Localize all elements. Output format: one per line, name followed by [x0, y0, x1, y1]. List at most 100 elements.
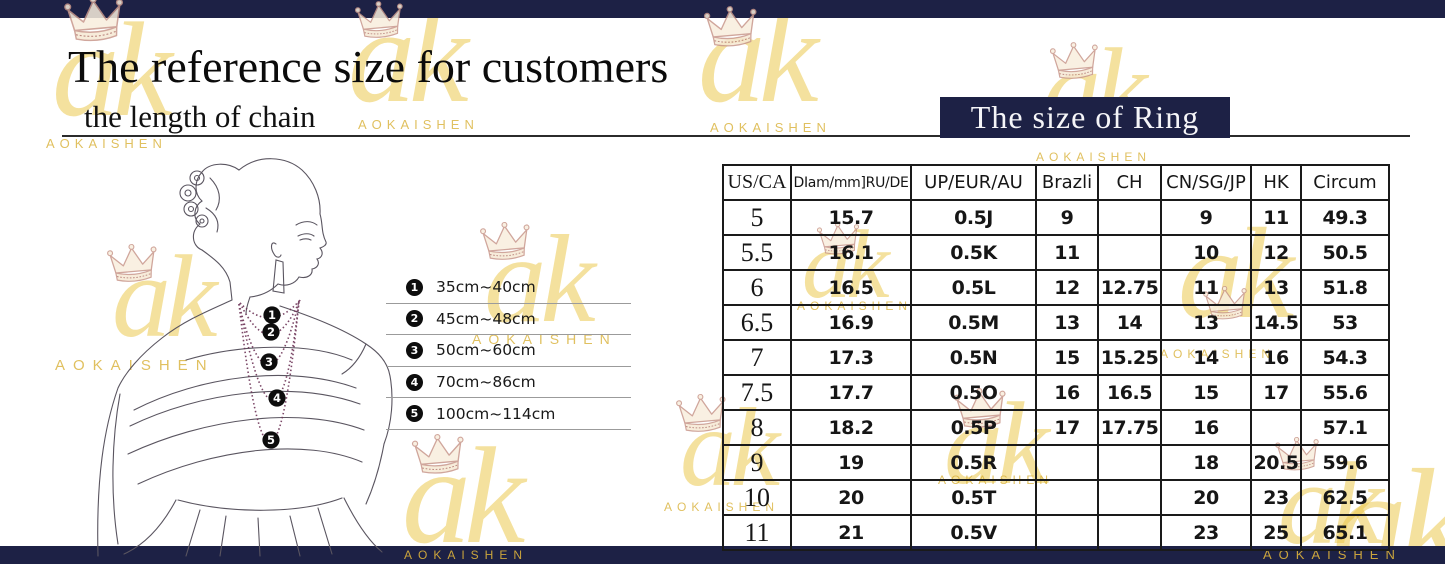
- numbered-circle-badge: 4: [406, 373, 423, 391]
- ring-table-cell: 11: [1160, 269, 1252, 306]
- ring-table-header-cell: CN/SG/JP: [1160, 164, 1252, 201]
- ring-section-title: The size of Ring: [970, 99, 1200, 135]
- crown-icon: [105, 242, 160, 288]
- ring-table-cell: 7: [722, 339, 792, 376]
- ring-table-cell: 59.6: [1300, 444, 1390, 481]
- ring-table-cell: 0.5V: [910, 514, 1037, 551]
- crown-icon: [674, 392, 729, 438]
- svg-text:3: 3: [265, 355, 273, 369]
- svg-text:4: 4: [273, 391, 281, 405]
- ring-table-row: 6 16.5 0.5L 12 12.75 11 13 51.8: [722, 269, 1390, 306]
- chain-length-item: 5 100cm~114cm: [386, 398, 631, 430]
- ring-table-cell: 16: [1160, 409, 1252, 446]
- chain-length-item: 4 70cm~86cm: [386, 367, 631, 399]
- ring-table-header-cell: DIam/mm]RU/DE: [790, 164, 912, 201]
- chain-length-label: 100cm~114cm: [436, 404, 556, 423]
- ring-table-cell: 20.5: [1250, 444, 1302, 481]
- ring-table-cell: 12: [1250, 234, 1302, 271]
- ring-table-cell: 11: [722, 514, 792, 551]
- numbered-circle-badge: 2: [406, 310, 423, 328]
- ring-table-cell: [1097, 234, 1162, 271]
- ring-table-cell: 5: [722, 199, 792, 236]
- bottom-navy-bar: [0, 546, 1445, 564]
- ring-table-row: 6.5 16.9 0.5M 13 14 13 14.5 53: [722, 304, 1390, 341]
- woman-sketch: [97, 158, 393, 557]
- page-subtitle: the length of chain: [84, 99, 316, 134]
- ring-table-cell: 23: [1250, 479, 1302, 516]
- chain-length-item: 3 50cm~60cm: [386, 335, 631, 367]
- ring-table-cell: 10: [722, 479, 792, 516]
- ring-table-cell: [1097, 479, 1162, 516]
- ring-table-cell: 18.2: [790, 409, 912, 446]
- crown-icon: [1048, 40, 1101, 85]
- ring-table-cell: 8: [722, 409, 792, 446]
- ring-table-cell: 14.5: [1250, 304, 1302, 341]
- brand-watermark: AOKAISHEN: [710, 120, 831, 135]
- numbered-circle-badge: 1: [406, 278, 423, 296]
- ring-table-cell: 15: [1160, 374, 1252, 411]
- ring-table-cell: 0.5P: [910, 409, 1037, 446]
- ring-table-cell: 0.5T: [910, 479, 1037, 516]
- ring-table-cell: 23: [1160, 514, 1252, 551]
- ring-table-cell: 0.5O: [910, 374, 1037, 411]
- ring-table-cell: 19: [790, 444, 912, 481]
- ring-table-header-cell: Brazli: [1035, 164, 1099, 201]
- ring-table-header-cell: HK: [1250, 164, 1302, 201]
- ring-table-cell: 6: [722, 269, 792, 306]
- ring-table-cell: 16.5: [790, 269, 912, 306]
- ring-table-cell: 14: [1160, 339, 1252, 376]
- crown-icon: [702, 4, 761, 54]
- ring-table-cell: 21: [790, 514, 912, 551]
- ring-table-cell: 0.5M: [910, 304, 1037, 341]
- ring-table-cell: 15.25: [1097, 339, 1162, 376]
- ring-table-cell: 49.3: [1300, 199, 1390, 236]
- ring-table-cell: 17: [1250, 374, 1302, 411]
- ring-table-row: 5.5 16.1 0.5K 11 10 12 50.5: [722, 234, 1390, 271]
- ring-table-cell: 16.9: [790, 304, 912, 341]
- ring-size-table: US/CA DIam/mm]RU/DE UP/EUR/AU Brazli CH CN/SG…: [722, 164, 1390, 551]
- ring-table-header-cell: UP/EUR/AU: [910, 164, 1037, 201]
- brand-text-bottom-left: AOKAISHEN: [404, 548, 529, 562]
- brand-watermark: AOKAISHEN: [358, 117, 479, 132]
- brand-watermark: AOKAISHEN: [46, 136, 167, 151]
- ring-table-cell: 0.5N: [910, 339, 1037, 376]
- ring-table-cell: 54.3: [1300, 339, 1390, 376]
- ring-table-cell: 25: [1250, 514, 1302, 551]
- ring-table-cell: 50.5: [1300, 234, 1390, 271]
- ring-table-cell: 17: [1035, 409, 1099, 446]
- ring-table-cell: 9: [1160, 199, 1252, 236]
- chain-length-item: 2 45cm~48cm: [386, 304, 631, 336]
- brand-watermark: AOKAISHEN: [55, 357, 215, 374]
- ring-table-cell: 55.6: [1300, 374, 1390, 411]
- ring-table-cell: 0.5R: [910, 444, 1037, 481]
- ring-table-header-cell: Circum: [1300, 164, 1390, 201]
- ring-table-row: 9 19 0.5R 18 20.5 59.6: [722, 444, 1390, 481]
- ring-table-cell: 16: [1035, 374, 1099, 411]
- chain-length-label: 50cm~60cm: [436, 341, 536, 360]
- svg-text:5: 5: [267, 433, 275, 447]
- crown-icon: [478, 220, 533, 266]
- ring-table-cell: 15.7: [790, 199, 912, 236]
- ring-table-cell: [1097, 514, 1162, 551]
- ring-table-cell: 51.8: [1300, 269, 1390, 306]
- ring-table-cell: 12: [1035, 269, 1099, 306]
- ring-table-cell: 53: [1300, 304, 1390, 341]
- ring-table-cell: 13: [1035, 304, 1099, 341]
- crown-icon: [62, 0, 128, 49]
- ring-table-cell: 11: [1035, 234, 1099, 271]
- chain-length-label: 70cm~86cm: [436, 373, 536, 392]
- ring-table-cell: 20: [1160, 479, 1252, 516]
- numbered-circle-badge: 3: [406, 341, 423, 359]
- svg-text:1: 1: [268, 308, 276, 322]
- ring-table-cell: 14: [1097, 304, 1162, 341]
- ring-table-cell: 9: [1035, 199, 1099, 236]
- page-title: The reference size for customers: [68, 41, 669, 92]
- ring-table-cell: 12.75: [1097, 269, 1162, 306]
- necklace-number-badges: 1 2 3 4 5: [260, 306, 286, 449]
- crown-icon: [353, 0, 406, 44]
- ring-table-cell: 5.5: [722, 234, 792, 271]
- ring-table-header-cell: US/CA: [722, 164, 792, 201]
- ring-section-title-box: The size of Ring: [940, 97, 1230, 138]
- ring-table-header-row: US/CA DIam/mm]RU/DE UP/EUR/AU Brazli CH CN/SG…: [722, 164, 1390, 201]
- ring-table-cell: 17.7: [790, 374, 912, 411]
